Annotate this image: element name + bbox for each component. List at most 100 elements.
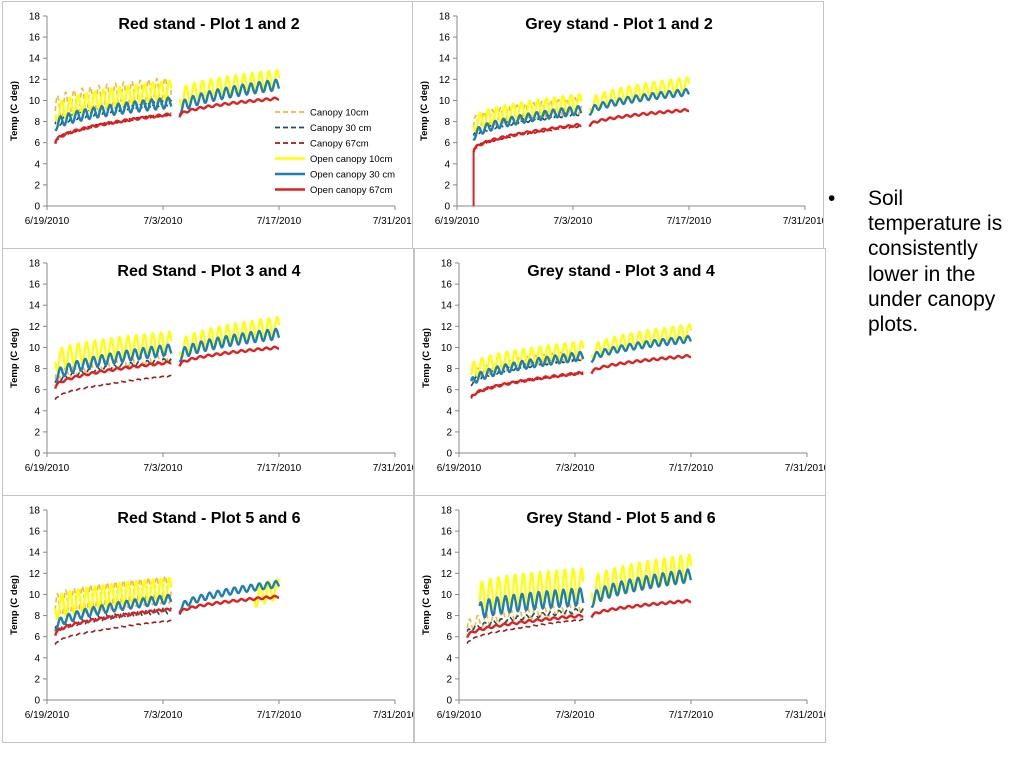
y-tick-label: 18 (29, 506, 41, 517)
chart-title: Grey stand - Plot 3 and 4 (527, 263, 715, 280)
chart-grey-stand-plot-5-6: 0 2 4 6 8 10 12 14 16 18 6/19/2010 7/3/2010 7/17/201… (414, 495, 826, 743)
y-tick-label: 6 (34, 385, 40, 396)
x-tick-label: 7/3/2010 (144, 710, 183, 721)
series-line (178, 327, 281, 363)
series-line (588, 76, 691, 114)
y-axis-label: Temp (C deg) (9, 81, 20, 141)
y-tick-label: 8 (446, 364, 452, 375)
bullet-text: Soil temperature is consistently lower i… (868, 187, 1003, 336)
x-tick-label: 6/19/2010 (25, 463, 70, 474)
x-tick-label: 7/17/2010 (257, 710, 302, 721)
series-canopy-67cm (54, 374, 172, 400)
x-tick-label: 7/3/2010 (554, 216, 593, 227)
y-tick-label: 18 (29, 259, 41, 270)
x-tick-label: 7/3/2010 (144, 463, 183, 474)
series-open-canopy-10cm (478, 553, 693, 613)
y-tick-label: 12 (441, 569, 453, 580)
series-line (472, 122, 583, 153)
series-canopy-67cm (54, 619, 172, 645)
series-line (178, 345, 280, 367)
y-tick-label: 0 (446, 696, 452, 707)
series-line (178, 96, 280, 118)
series-open-canopy-67cm (466, 598, 692, 639)
y-tick-label: 8 (34, 611, 40, 622)
chart-grey-stand-plot-3-4: 0 2 4 6 8 10 12 14 16 18 6/19/2010 7/3/2010 7/17/201… (414, 248, 826, 496)
series-line (54, 576, 173, 621)
series-line (178, 594, 280, 615)
series-line (472, 104, 583, 142)
series-line (588, 108, 690, 128)
series-line (54, 343, 173, 384)
y-tick-label: 4 (444, 159, 450, 170)
x-tick-label: 7/31/2010 (373, 216, 413, 227)
y-tick-label: 4 (34, 406, 40, 417)
y-tick-label: 12 (29, 322, 41, 333)
x-tick-label: 6/19/2010 (437, 463, 482, 474)
series-line (54, 112, 173, 144)
x-tick-label: 7/31/2010 (373, 463, 413, 474)
y-tick-label: 6 (446, 385, 452, 396)
y-tick-label: 6 (444, 138, 450, 149)
y-tick-label: 8 (446, 611, 452, 622)
y-tick-label: 4 (446, 653, 452, 664)
chart-svg: 0 2 4 6 8 10 12 14 16 18 6/19/2010 7/3/2010 7/17/201… (421, 259, 825, 475)
y-tick-label: 2 (444, 180, 450, 191)
chart-title: Grey Stand - Plot 5 and 6 (526, 510, 715, 527)
y-tick-label: 16 (29, 527, 41, 538)
y-tick-label: 14 (441, 301, 453, 312)
series-open-canopy-67cm (54, 594, 280, 636)
legend-label: Open canopy 67cm (310, 185, 392, 196)
legend-label: Canopy 10cm (310, 108, 369, 119)
y-tick-label: 16 (441, 527, 453, 538)
chart-svg: 0 2 4 6 8 10 12 14 16 18 6/19/2010 7/3/2010 7/17/201… (9, 259, 413, 475)
series-line (470, 370, 585, 398)
series-line (590, 323, 693, 361)
chart-red-stand-plot-1-2: 0 2 4 6 8 10 12 14 16 18 6/19/2010 7/3/2010 7/17/201… (2, 1, 414, 249)
y-tick-label: 10 (439, 96, 451, 107)
y-tick-label: 2 (446, 674, 452, 685)
series-line (590, 334, 693, 364)
series-open-canopy-30-cm (470, 334, 693, 384)
series-open-canopy-30-cm (478, 568, 693, 619)
series-line (478, 587, 585, 619)
series-line (470, 350, 585, 384)
series-line (178, 68, 281, 108)
y-tick-label: 12 (439, 75, 451, 86)
x-tick-label: 7/31/2010 (783, 216, 823, 227)
chart-red-stand-plot-3-4: 0 2 4 6 8 10 12 14 16 18 6/19/2010 7/3/2010 7/17/201… (2, 248, 414, 496)
y-tick-label: 16 (441, 280, 453, 291)
series-line (178, 316, 281, 360)
x-tick-label: 7/3/2010 (556, 710, 595, 721)
y-tick-label: 4 (446, 406, 452, 417)
series-line (54, 360, 173, 389)
series-open-canopy-67cm (54, 345, 280, 389)
y-tick-label: 16 (29, 280, 41, 291)
x-tick-label: 6/19/2010 (25, 710, 70, 721)
y-axis-label: Temp (C deg) (419, 81, 430, 141)
y-tick-label: 0 (446, 449, 452, 460)
y-tick-label: 10 (29, 590, 41, 601)
series-line (588, 87, 691, 117)
x-tick-label: 7/17/2010 (669, 463, 714, 474)
series-canopy-67cm (466, 618, 584, 644)
y-tick-label: 2 (34, 427, 40, 438)
chart-title: Red stand - Plot 1 and 2 (118, 16, 299, 33)
series-line (590, 553, 693, 606)
y-axis-label: Temp (C deg) (9, 328, 20, 388)
legend: Canopy 10cm Canopy 30 cm Canopy 67cm Open c… (275, 108, 395, 196)
y-tick-label: 8 (34, 364, 40, 375)
series-line (590, 568, 693, 609)
series-line (54, 374, 172, 400)
series-line (54, 96, 173, 132)
x-tick-label: 7/3/2010 (144, 216, 183, 227)
series-open-canopy-30-cm (54, 78, 281, 132)
bullet-dot-icon: • (828, 187, 836, 210)
y-tick-label: 10 (441, 343, 453, 354)
y-tick-label: 14 (29, 548, 41, 559)
y-tick-label: 18 (441, 506, 453, 517)
legend-label: Open canopy 10cm (310, 154, 392, 165)
x-tick-label: 7/31/2010 (785, 463, 825, 474)
series-line (466, 613, 585, 639)
y-tick-label: 0 (34, 449, 40, 460)
chart-svg: 0 2 4 6 8 10 12 14 16 18 6/19/2010 7/3/2010 7/17/201… (419, 12, 823, 228)
